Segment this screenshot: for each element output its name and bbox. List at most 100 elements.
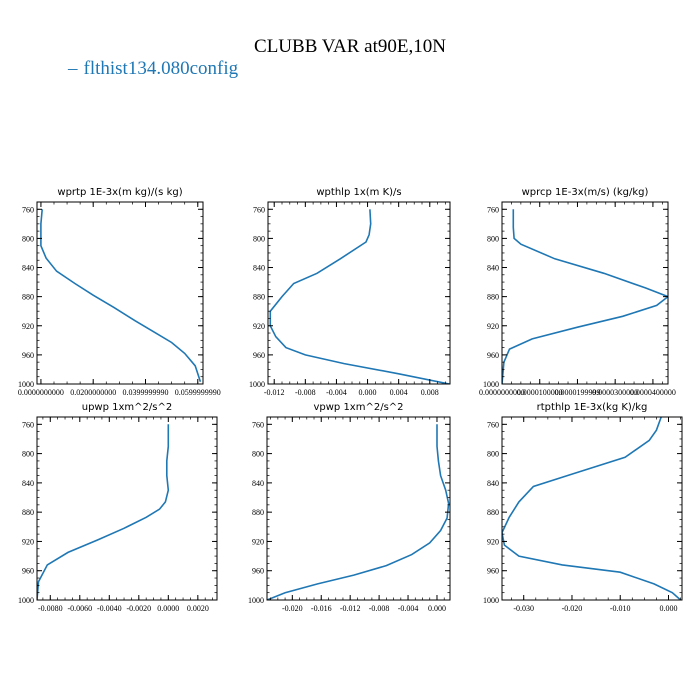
series-line — [37, 424, 170, 600]
y-tick-label: 880 — [22, 293, 34, 302]
y-tick-label: 960 — [252, 567, 264, 576]
x-tick-label: -0.020 — [562, 604, 583, 613]
x-tick-label: -0.0080 — [38, 604, 63, 613]
x-tick-label: -0.012 — [340, 604, 361, 613]
legend-label: flthist134.080config — [83, 58, 239, 79]
plot-frame — [501, 201, 669, 385]
x-tick-label: 0.0200000000 — [70, 388, 116, 397]
y-tick-label: 920 — [487, 322, 499, 331]
x-tick-label: 0.0399999990 — [122, 388, 168, 397]
y-tick-label: 800 — [487, 234, 499, 243]
y-tick-label: 920 — [22, 537, 34, 546]
x-tick-label: 0.000 — [428, 604, 446, 613]
y-tick-label: 880 — [22, 508, 34, 517]
page-title: CLUBB VAR at90E,10N — [254, 36, 446, 57]
y-tick-label: 1000 — [18, 596, 34, 605]
plot-frame — [36, 201, 204, 385]
x-tick-label: 0.0000000000 — [18, 388, 64, 397]
y-tick-label: 1000 — [18, 380, 34, 389]
x-tick-label: 0.000 — [659, 604, 677, 613]
x-tick-label: 0.0020 — [187, 604, 209, 613]
y-tick-label: 800 — [487, 450, 499, 459]
x-tick-label: -0.008 — [295, 388, 316, 397]
panel-title: vpwp 1xm^2/s^2 — [313, 402, 403, 413]
plot-frame — [267, 201, 451, 385]
y-tick-label: 960 — [253, 351, 265, 360]
x-tick-label: 0.0000199999 — [554, 388, 600, 397]
y-tick-label: 880 — [487, 508, 499, 517]
y-tick-label: 960 — [22, 351, 34, 360]
x-tick-label: -0.008 — [369, 604, 390, 613]
legend: – flthist134.080config — [68, 58, 238, 80]
y-tick-label: 760 — [253, 205, 265, 214]
y-tick-label: 880 — [253, 293, 265, 302]
chart-panel-1: wprtp 1E-3x(m kg)/(s kg) 760 800 840 880 920 9… — [18, 187, 221, 397]
x-tick-label: 0.000 — [359, 388, 377, 397]
panel-title: wprcp 1E-3x(m/s) (kg/kg) — [522, 187, 649, 198]
x-tick-label: -0.016 — [311, 604, 332, 613]
chart-panel-4: upwp 1xm^2/s^2 760 800 840 880 920 960 1000 -0.0… — [18, 402, 218, 613]
y-tick-label: 760 — [22, 420, 34, 429]
y-tick-label: 840 — [487, 264, 499, 273]
plot-frame — [36, 416, 218, 601]
x-tick-label: 0.008 — [421, 388, 439, 397]
y-tick-label: 880 — [487, 293, 499, 302]
y-tick-label: 920 — [253, 322, 265, 331]
y-tick-label: 840 — [22, 264, 34, 273]
x-tick-label: -0.030 — [513, 604, 534, 613]
chart-panel-2: wpthlp 1x(m K)/s7608008408809209601000-0… — [249, 187, 451, 397]
y-tick-label: 920 — [487, 537, 499, 546]
y-tick-label: 800 — [22, 450, 34, 459]
y-tick-label: 800 — [253, 234, 265, 243]
series-line — [267, 424, 450, 600]
chart-panel-3: wprcp 1E-3x(m/s) (kg/kg) 760 800 840 880 920 9… — [479, 187, 676, 397]
x-tick-label: -0.004 — [326, 388, 347, 397]
x-tick-label: -0.020 — [282, 604, 303, 613]
x-tick-label: 0.004 — [390, 388, 408, 397]
plot-frame — [266, 416, 451, 601]
panel-title: wprtp 1E-3x(m kg)/(s kg) — [57, 187, 182, 198]
panel-title: rtpthlp 1E-3x(kg K)/kg — [537, 402, 648, 413]
legend-line-icon: – — [68, 58, 78, 79]
y-tick-label: 840 — [253, 264, 265, 273]
y-tick-label: 1000 — [483, 380, 499, 389]
x-tick-label: 0.0000300000 — [592, 388, 638, 397]
y-tick-label: 920 — [22, 322, 34, 331]
y-tick-label: 1000 — [249, 380, 265, 389]
y-tick-label: 960 — [487, 351, 499, 360]
y-tick-label: 800 — [252, 450, 264, 459]
x-tick-label: -0.0020 — [126, 604, 151, 613]
chart-panel-5: vpwp 1xm^2/s^2 760 800 840 880 920 960 1000 -0.0… — [248, 402, 451, 613]
y-tick-label: 960 — [487, 567, 499, 576]
y-tick-label: 960 — [22, 567, 34, 576]
y-tick-label: 760 — [487, 205, 499, 214]
series-line — [269, 209, 450, 384]
plot-frame — [501, 416, 683, 601]
x-tick-label: -0.004 — [398, 604, 419, 613]
series-line — [502, 209, 668, 384]
x-tick-label: 0.0599999990 — [175, 388, 221, 397]
y-tick-label: 1000 — [483, 596, 499, 605]
x-tick-label: 0.0000100000 — [517, 388, 563, 397]
x-tick-label: 0.0000400000 — [630, 388, 676, 397]
y-tick-label: 760 — [22, 205, 34, 214]
panel-title: upwp 1xm^2/s^2 — [82, 402, 172, 413]
series-line — [40, 209, 202, 383]
y-tick-label: 840 — [252, 479, 264, 488]
chart-panel-6: rtpthlp 1E-3x(kg K)/kg 760 800 840 880 920 960… — [483, 402, 683, 613]
x-tick-label: -0.012 — [264, 388, 285, 397]
y-tick-label: 920 — [252, 537, 264, 546]
y-tick-label: 760 — [252, 420, 264, 429]
x-tick-label: 0.0000000000 — [479, 388, 525, 397]
x-tick-label: -0.010 — [610, 604, 631, 613]
x-tick-label: 0.0000 — [157, 604, 179, 613]
series-line — [502, 417, 682, 600]
y-tick-label: 840 — [487, 479, 499, 488]
x-tick-label: -0.0060 — [67, 604, 92, 613]
y-tick-label: 1000 — [248, 596, 264, 605]
y-tick-label: 880 — [252, 508, 264, 517]
y-tick-label: 800 — [22, 234, 34, 243]
y-tick-label: 760 — [487, 420, 499, 429]
panel-title: wpthlp 1x(m K)/s — [316, 187, 401, 198]
